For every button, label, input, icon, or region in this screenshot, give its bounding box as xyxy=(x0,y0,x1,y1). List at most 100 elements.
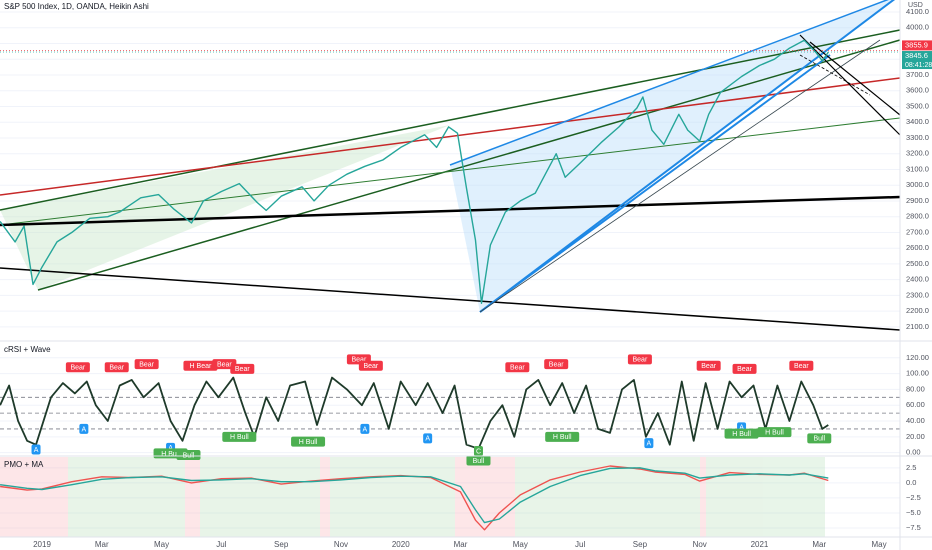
signal-label: A xyxy=(425,436,430,443)
signal-label: Bear xyxy=(737,366,752,373)
shade xyxy=(200,457,320,537)
signal-label: Bear xyxy=(549,361,564,368)
signal-flag xyxy=(696,360,721,371)
shade xyxy=(455,457,515,537)
trend-line xyxy=(37,39,901,291)
signal-label: A xyxy=(82,426,87,433)
y-tick-label: 2400.0 xyxy=(906,275,929,284)
signal-label: H Bull xyxy=(230,434,249,441)
y-tick-label: −7.5 xyxy=(906,523,921,532)
green-channel-fill xyxy=(0,125,450,290)
shade xyxy=(0,457,68,537)
shade xyxy=(320,457,330,537)
signal-label: A xyxy=(34,447,39,454)
x-tick-label: Mar xyxy=(95,540,109,549)
y-tick-label: 2100.0 xyxy=(906,322,929,331)
signal-label: Bear xyxy=(139,361,154,368)
y-tick-label: 0.0 xyxy=(906,478,916,487)
signal-flag xyxy=(291,436,326,447)
shade xyxy=(700,457,706,537)
signal-flag xyxy=(724,428,759,439)
currency: USD xyxy=(908,2,923,9)
y-tick-label: −5.0 xyxy=(906,508,921,517)
pmo-shading xyxy=(0,457,825,537)
price-tag xyxy=(902,51,932,70)
shade xyxy=(68,457,185,537)
signal-flag xyxy=(360,423,370,434)
signal-label: Bull xyxy=(813,436,825,443)
signal-flag xyxy=(757,427,792,438)
trend-line xyxy=(479,39,881,313)
trend-line xyxy=(449,0,889,166)
signal-label: H Bull xyxy=(732,431,751,438)
pane-title: cRSI + Wave xyxy=(4,345,51,354)
signal-flag xyxy=(230,363,255,374)
countdown: 08:41:28 xyxy=(905,62,932,69)
y-tick-label: 3700.0 xyxy=(906,70,929,79)
y-tick-label: 3300.0 xyxy=(906,133,929,142)
signal-flag xyxy=(473,446,483,457)
signal-flag xyxy=(423,433,433,444)
y-tick-label: 3100.0 xyxy=(906,164,929,173)
signal-flag xyxy=(358,360,383,371)
signal-flag xyxy=(627,354,652,365)
y-tick-label: 2600.0 xyxy=(906,243,929,252)
x-tick-label: Jul xyxy=(575,540,585,549)
trend-line xyxy=(0,29,901,211)
signal-label: H Bull xyxy=(299,439,318,446)
x-tick-label: May xyxy=(872,540,887,549)
signal-flag xyxy=(644,438,654,449)
signal-label: Bear xyxy=(217,361,232,368)
signal-label: C xyxy=(476,448,481,455)
signal-label: Bull xyxy=(473,458,485,465)
trend-line xyxy=(0,117,901,226)
blue-channel-fill xyxy=(450,0,894,312)
y-tick-label: 2300.0 xyxy=(906,290,929,299)
x-tick-label: May xyxy=(513,540,528,549)
price-tag xyxy=(902,40,932,51)
series-line xyxy=(0,467,829,524)
signal-label: A xyxy=(363,426,368,433)
signal-flag xyxy=(222,431,257,442)
y-tick-label: 80.00 xyxy=(906,384,925,393)
signal-flag xyxy=(134,359,159,370)
trend-line xyxy=(799,54,871,96)
trend-line xyxy=(809,41,901,116)
signal-label: H Bull xyxy=(765,429,784,436)
label-layer: 2019 Mar May Jul Sep Nov 2020 Mar May Jul Sep Nov 20… xyxy=(0,7,932,549)
signal-flag xyxy=(104,362,129,373)
signal-flag xyxy=(544,359,569,370)
signal-flag xyxy=(79,423,89,434)
grid-layer xyxy=(0,11,900,529)
signal-flag xyxy=(807,433,832,444)
y-tick-label: 2.5 xyxy=(906,463,916,472)
signal-label: Bear xyxy=(633,357,648,364)
signal-flag xyxy=(505,362,530,373)
signal-label: Bear xyxy=(70,365,85,372)
trend-line xyxy=(0,267,901,331)
y-tick-label: 100.00 xyxy=(906,369,929,378)
signal-label: Bear xyxy=(701,363,716,370)
series-line xyxy=(0,376,829,450)
x-tick-label: 2021 xyxy=(751,540,769,549)
trend-line xyxy=(479,0,896,313)
signal-label: A xyxy=(739,425,744,432)
x-tick-label: Mar xyxy=(454,540,468,549)
signal-flag xyxy=(466,455,491,466)
signal-flag xyxy=(176,450,201,460)
y-tick-label: 3500.0 xyxy=(906,101,929,110)
trend-line xyxy=(479,54,831,313)
trend-line xyxy=(0,77,901,196)
y-tick-label: 2200.0 xyxy=(906,306,929,315)
series-line xyxy=(0,39,829,304)
signal-label: Bear xyxy=(363,363,378,370)
signal-label: H Bear xyxy=(190,363,212,370)
y-tick-label: 4000.0 xyxy=(906,23,929,32)
y-tick-label: 0.00 xyxy=(906,448,921,457)
shade xyxy=(330,457,455,537)
drawings xyxy=(0,0,901,331)
y-tick-label: 120.00 xyxy=(906,353,929,362)
trend-line xyxy=(0,195,901,227)
price-tag-label: 3845.6 xyxy=(905,51,928,60)
